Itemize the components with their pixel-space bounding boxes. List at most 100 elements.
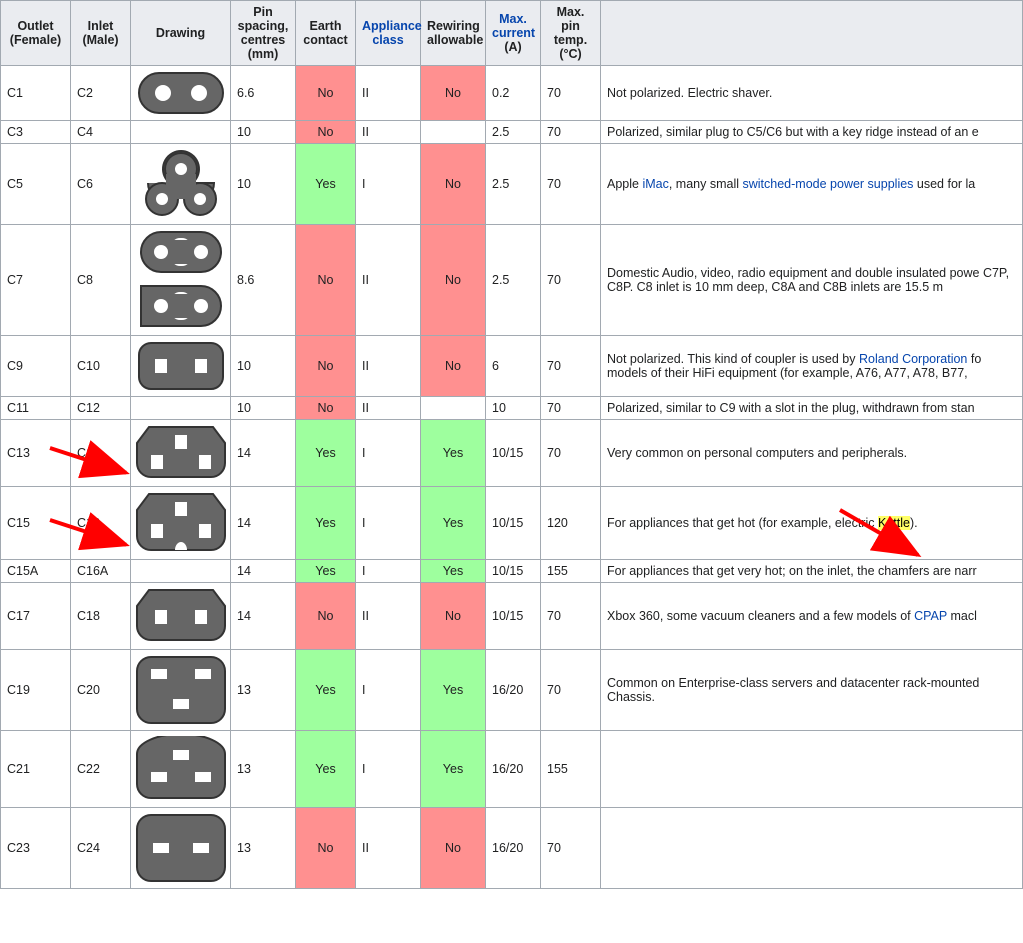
outlet-cell: C11 xyxy=(1,397,71,420)
outlet-cell: C1 xyxy=(1,66,71,121)
drawing-cell xyxy=(131,560,231,583)
status-yes: Yes xyxy=(296,487,356,560)
spacing-cell: 13 xyxy=(231,808,296,889)
current-cell: 16/20 xyxy=(486,808,541,889)
outlet-cell: C15A xyxy=(1,560,71,583)
outlet-cell: C3 xyxy=(1,121,71,144)
status-yes: Yes xyxy=(296,650,356,731)
outlet-cell: C17 xyxy=(1,583,71,650)
inlet-cell: C4 xyxy=(71,121,131,144)
outlet-cell: C21 xyxy=(1,731,71,808)
status-no: No xyxy=(296,583,356,650)
table-row: C15AC16A14YesIYes10/15155For appliances … xyxy=(1,560,1023,583)
outlet-cell: C23 xyxy=(1,808,71,889)
table-body: C1C26.6NoIINo0.270Not polarized. Electri… xyxy=(1,66,1023,889)
status-no: No xyxy=(421,66,486,121)
th-class[interactable]: Appliance class xyxy=(356,1,421,66)
status-yes: Yes xyxy=(296,560,356,583)
th-earth[interactable]: Earth contact xyxy=(296,1,356,66)
table-row: C7C8 8.6NoIINo2.570Domestic Audio, video… xyxy=(1,225,1023,336)
spacing-cell: 10 xyxy=(231,144,296,225)
status-no: No xyxy=(421,144,486,225)
table-row: C1C26.6NoIINo0.270Not polarized. Electri… xyxy=(1,66,1023,121)
th-notes[interactable] xyxy=(601,1,1023,66)
drawing-cell xyxy=(131,397,231,420)
inlet-cell: C14 xyxy=(71,420,131,487)
max-current-link[interactable]: Max. current xyxy=(492,12,535,40)
table-row: C17C18 14NoIINo10/1570Xbox 360, some vac… xyxy=(1,583,1023,650)
th-rewire[interactable]: Rewiring allowable xyxy=(421,1,486,66)
temp-cell: 70 xyxy=(541,66,601,121)
status-yes: Yes xyxy=(421,487,486,560)
status-no: No xyxy=(296,121,356,144)
table-row: C5C6 10YesINo2.570Apple iMac, many small… xyxy=(1,144,1023,225)
spacing-cell: 13 xyxy=(231,731,296,808)
class-cell: II xyxy=(356,225,421,336)
th-drawing[interactable]: Drawing xyxy=(131,1,231,66)
class-cell: I xyxy=(356,560,421,583)
notes-cell: Xbox 360, some vacuum cleaners and a few… xyxy=(601,583,1023,650)
current-cell: 10/15 xyxy=(486,420,541,487)
notes-cell: For appliances that get very hot; on the… xyxy=(601,560,1023,583)
drawing-cell xyxy=(131,731,231,808)
inlet-cell: C18 xyxy=(71,583,131,650)
th-current[interactable]: Max. current (A) xyxy=(486,1,541,66)
temp-cell: 70 xyxy=(541,121,601,144)
class-cell: II xyxy=(356,66,421,121)
note-link[interactable]: CPAP xyxy=(914,609,947,623)
current-cell: 0.2 xyxy=(486,66,541,121)
inlet-cell: C20 xyxy=(71,650,131,731)
note-link[interactable]: switched-mode power supplies xyxy=(743,177,914,191)
inlet-cell: C10 xyxy=(71,336,131,397)
status-no: No xyxy=(296,808,356,889)
current-cell: 16/20 xyxy=(486,731,541,808)
table-row: C13C14 14YesIYes10/1570Very common on pe… xyxy=(1,420,1023,487)
spacing-cell: 6.6 xyxy=(231,66,296,121)
notes-cell: For appliances that get hot (for example… xyxy=(601,487,1023,560)
outlet-cell: C19 xyxy=(1,650,71,731)
notes-cell: Domestic Audio, video, radio equipment a… xyxy=(601,225,1023,336)
th-outlet[interactable]: Outlet (Female) xyxy=(1,1,71,66)
th-temp[interactable]: Max. pin temp. (°C) xyxy=(541,1,601,66)
temp-cell: 70 xyxy=(541,397,601,420)
notes-cell xyxy=(601,731,1023,808)
spacing-cell: 10 xyxy=(231,336,296,397)
current-cell: 2.5 xyxy=(486,225,541,336)
status-yes: Yes xyxy=(421,731,486,808)
notes-cell: Common on Enterprise-class servers and d… xyxy=(601,650,1023,731)
inlet-cell: C16A xyxy=(71,560,131,583)
temp-cell: 70 xyxy=(541,420,601,487)
class-cell: I xyxy=(356,650,421,731)
class-cell: II xyxy=(356,397,421,420)
status-no: No xyxy=(421,336,486,397)
spacing-cell: 14 xyxy=(231,487,296,560)
spacing-cell: 8.6 xyxy=(231,225,296,336)
status-no: No xyxy=(421,808,486,889)
table-wrapper: Outlet (Female) Inlet (Male) Drawing Pin… xyxy=(0,0,1023,889)
drawing-cell xyxy=(131,583,231,650)
table-row: C15C16 14YesIYes10/15120For appliances t… xyxy=(1,487,1023,560)
drawing-cell xyxy=(131,144,231,225)
class-cell: II xyxy=(356,336,421,397)
status-yes: Yes xyxy=(421,420,486,487)
status-no: No xyxy=(296,397,356,420)
spacing-cell: 10 xyxy=(231,397,296,420)
table-row: C21C22 13YesIYes16/20155 xyxy=(1,731,1023,808)
class-cell: II xyxy=(356,121,421,144)
status-yes: Yes xyxy=(421,560,486,583)
inlet-cell: C6 xyxy=(71,144,131,225)
note-link[interactable]: iMac xyxy=(642,177,668,191)
table-row: C9C1010NoIINo670Not polarized. This kind… xyxy=(1,336,1023,397)
th-spacing[interactable]: Pin spacing, centres (mm) xyxy=(231,1,296,66)
notes-cell: Very common on personal computers and pe… xyxy=(601,420,1023,487)
temp-cell: 70 xyxy=(541,144,601,225)
notes-cell xyxy=(601,808,1023,889)
th-inlet[interactable]: Inlet (Male) xyxy=(71,1,131,66)
note-highlight: Kettle xyxy=(878,516,910,530)
temp-cell: 70 xyxy=(541,225,601,336)
current-cell: 2.5 xyxy=(486,144,541,225)
notes-cell: Not polarized. This kind of coupler is u… xyxy=(601,336,1023,397)
status-no: No xyxy=(296,225,356,336)
appliance-class-link[interactable]: Appliance class xyxy=(362,19,422,47)
note-link[interactable]: Roland Corporation xyxy=(859,352,967,366)
